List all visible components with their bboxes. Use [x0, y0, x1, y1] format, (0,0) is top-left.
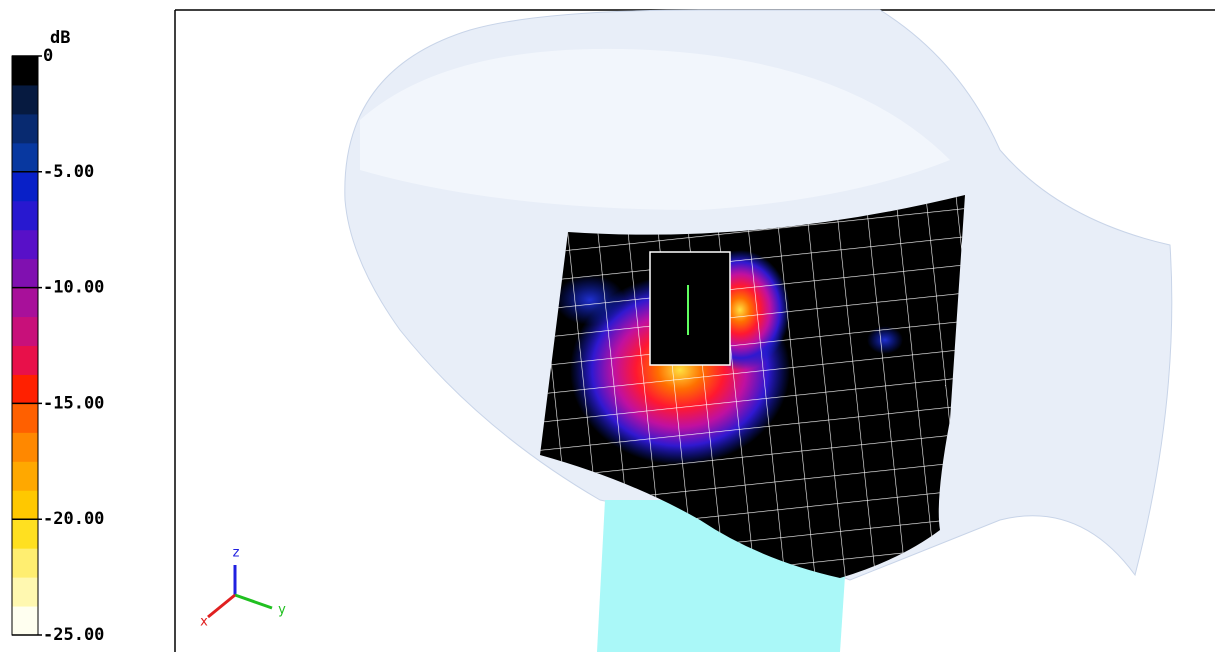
color-band [12, 432, 38, 462]
color-band [12, 56, 38, 86]
sar-field [540, 195, 965, 578]
tick-label: -25.00 [43, 625, 104, 645]
axis-x-label: x [200, 615, 208, 630]
color-band [12, 84, 38, 115]
color-band [12, 345, 38, 375]
color-band [12, 403, 38, 433]
colorbar-title: dB [50, 28, 70, 48]
head-highlight [360, 48, 950, 210]
axis-y-label: y [278, 603, 286, 618]
color-band [12, 461, 38, 491]
antenna-box [649, 251, 731, 366]
color-band [12, 258, 38, 289]
color-band [12, 229, 38, 260]
color-band [12, 490, 38, 520]
tick-label: -15.00 [43, 393, 104, 413]
color-band [12, 316, 38, 346]
color-band [12, 374, 38, 404]
color-band [12, 519, 38, 549]
color-band [12, 577, 38, 607]
tick-label: -20.00 [43, 509, 104, 529]
color-band [12, 606, 38, 636]
color-band [12, 287, 38, 318]
tick-label: 0 [43, 46, 53, 66]
colorbar: dB 0 -5.00 -10.00 -15.00 -20.00 -25.00 [11, 28, 104, 645]
axes-triad: z y x [200, 546, 286, 630]
color-band [12, 113, 38, 144]
color-band [12, 548, 38, 578]
axis-z-label: z [233, 546, 240, 561]
color-band [12, 142, 38, 173]
color-band [12, 171, 38, 202]
tick-label: -5.00 [43, 162, 94, 182]
color-band [12, 200, 38, 231]
tick-label: -10.00 [43, 278, 104, 298]
